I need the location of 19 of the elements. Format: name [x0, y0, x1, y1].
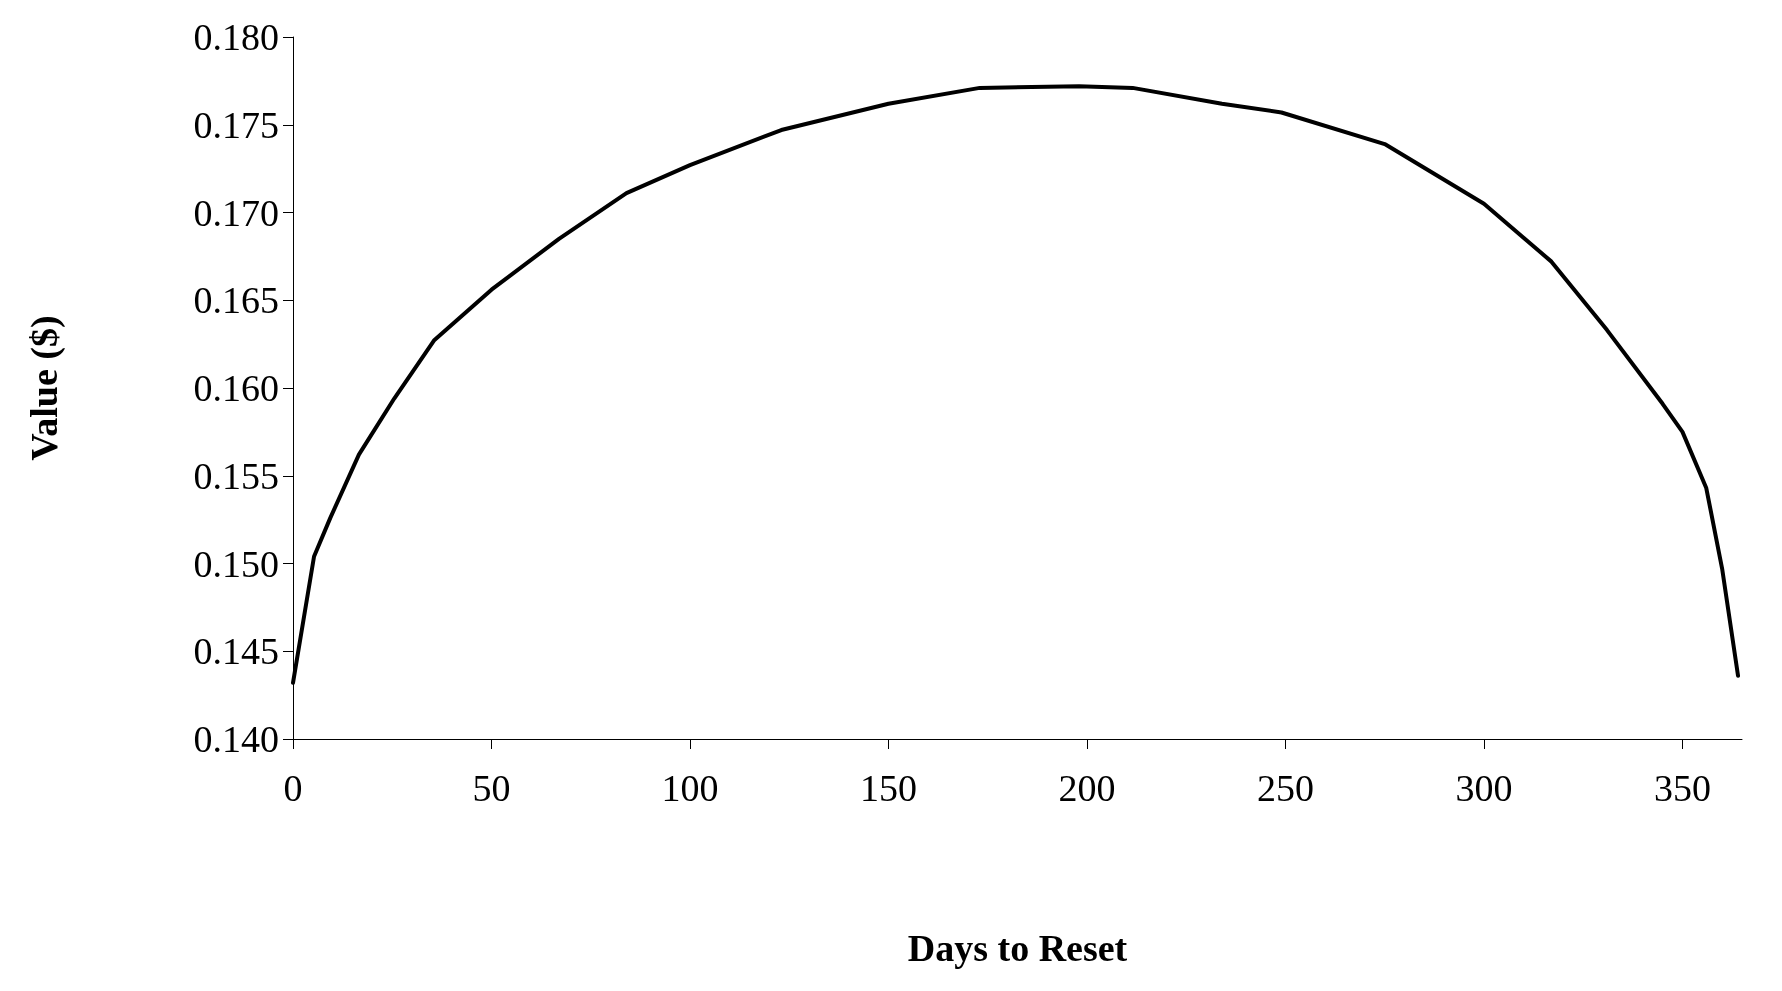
y-tick-label: 0.155: [193, 454, 279, 497]
y-tick-label: 0.170: [193, 191, 279, 234]
y-tick-label: 0.150: [193, 542, 279, 585]
y-tick-label: 0.175: [193, 103, 279, 146]
x-tick-label: 200: [1058, 767, 1116, 809]
y-tick-label: 0.140: [193, 718, 279, 760]
x-tick-label: 300: [1455, 767, 1513, 809]
x-tick-label: 0: [283, 767, 303, 809]
y-tick-label: 0.160: [193, 367, 279, 409]
x-axis-title: Days to Reset: [907, 927, 1128, 969]
y-tick-label: 0.165: [193, 279, 279, 322]
x-tick-label: 250: [1256, 767, 1314, 809]
y-tick-label: 0.145: [193, 630, 279, 673]
x-tick-label: 150: [859, 767, 917, 809]
x-tick-label: 50: [472, 767, 511, 809]
x-tick-label: 100: [661, 767, 719, 809]
x-tick-label: 350: [1653, 767, 1711, 809]
y-tick-label: 0.180: [193, 16, 279, 58]
y-axis-title: Value ($): [23, 315, 66, 461]
